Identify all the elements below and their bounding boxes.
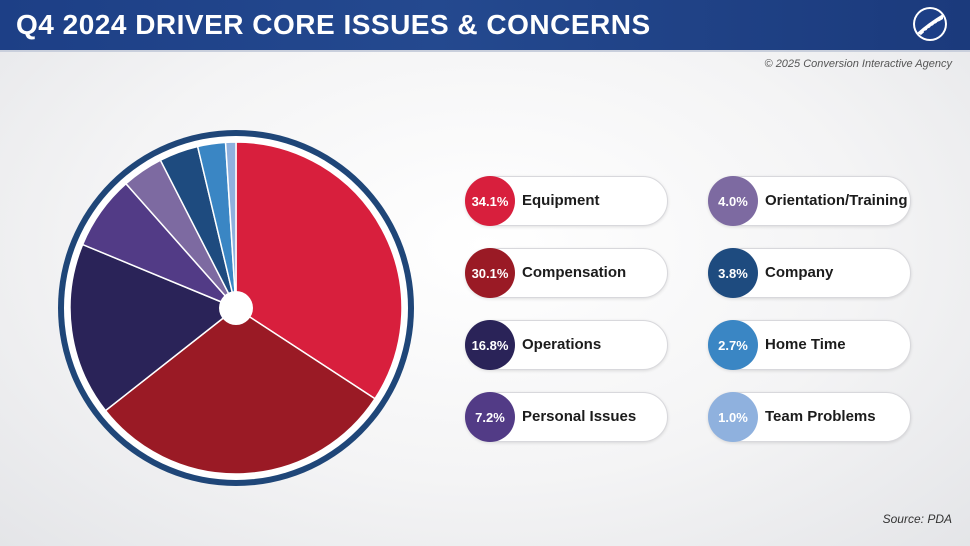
header-banner: Q4 2024 DRIVER CORE ISSUES & CONCERNS [0,0,970,52]
legend-label: Company [765,264,834,281]
legend-percent-badge: 1.0% [708,392,758,442]
pie-chart [58,130,414,486]
legend-item-orientation-training: 4.0% Orientation/Training [708,176,911,226]
legend-percent-badge: 3.8% [708,248,758,298]
legend-percent-badge: 30.1% [465,248,515,298]
legend-item-equipment: 34.1% Equipment [465,176,668,226]
legend-item-home-time: 2.7% Home Time [708,320,911,370]
page-title: Q4 2024 DRIVER CORE ISSUES & CONCERNS [16,9,651,40]
legend-label: Personal Issues [522,408,637,425]
legend-percent-badge: 7.2% [465,392,515,442]
legend-label: Orientation/Training [765,192,908,209]
legend-label: Equipment [522,192,600,209]
copyright-text: © 2025 Conversion Interactive Agency [764,58,952,70]
legend-percent-badge: 34.1% [465,176,515,226]
pie-slice-operations [69,243,238,412]
legend-item-operations: 16.8% Operations [465,320,668,370]
legend-label: Compensation [522,264,627,281]
legend-item-company: 3.8% Company [708,248,911,298]
legend-label: Operations [522,336,602,353]
legend-percent-badge: 16.8% [465,320,515,370]
pie-slice-team-problems [224,141,237,309]
pie-slice-compensation [104,307,377,475]
legend-item-team-problems: 1.0% Team Problems [708,392,911,442]
pie-center-hole [219,291,253,325]
legend-item-compensation: 30.1% Compensation [465,248,668,298]
legend-percent-badge: 2.7% [708,320,758,370]
legend-percent-badge: 4.0% [708,176,758,226]
legend-label: Team Problems [765,408,876,425]
road-logo-icon [913,7,947,41]
source-note: Source: PDA [882,512,952,526]
legend-item-personal-issues: 7.2% Personal Issues [465,392,668,442]
legend-label: Home Time [765,336,846,353]
